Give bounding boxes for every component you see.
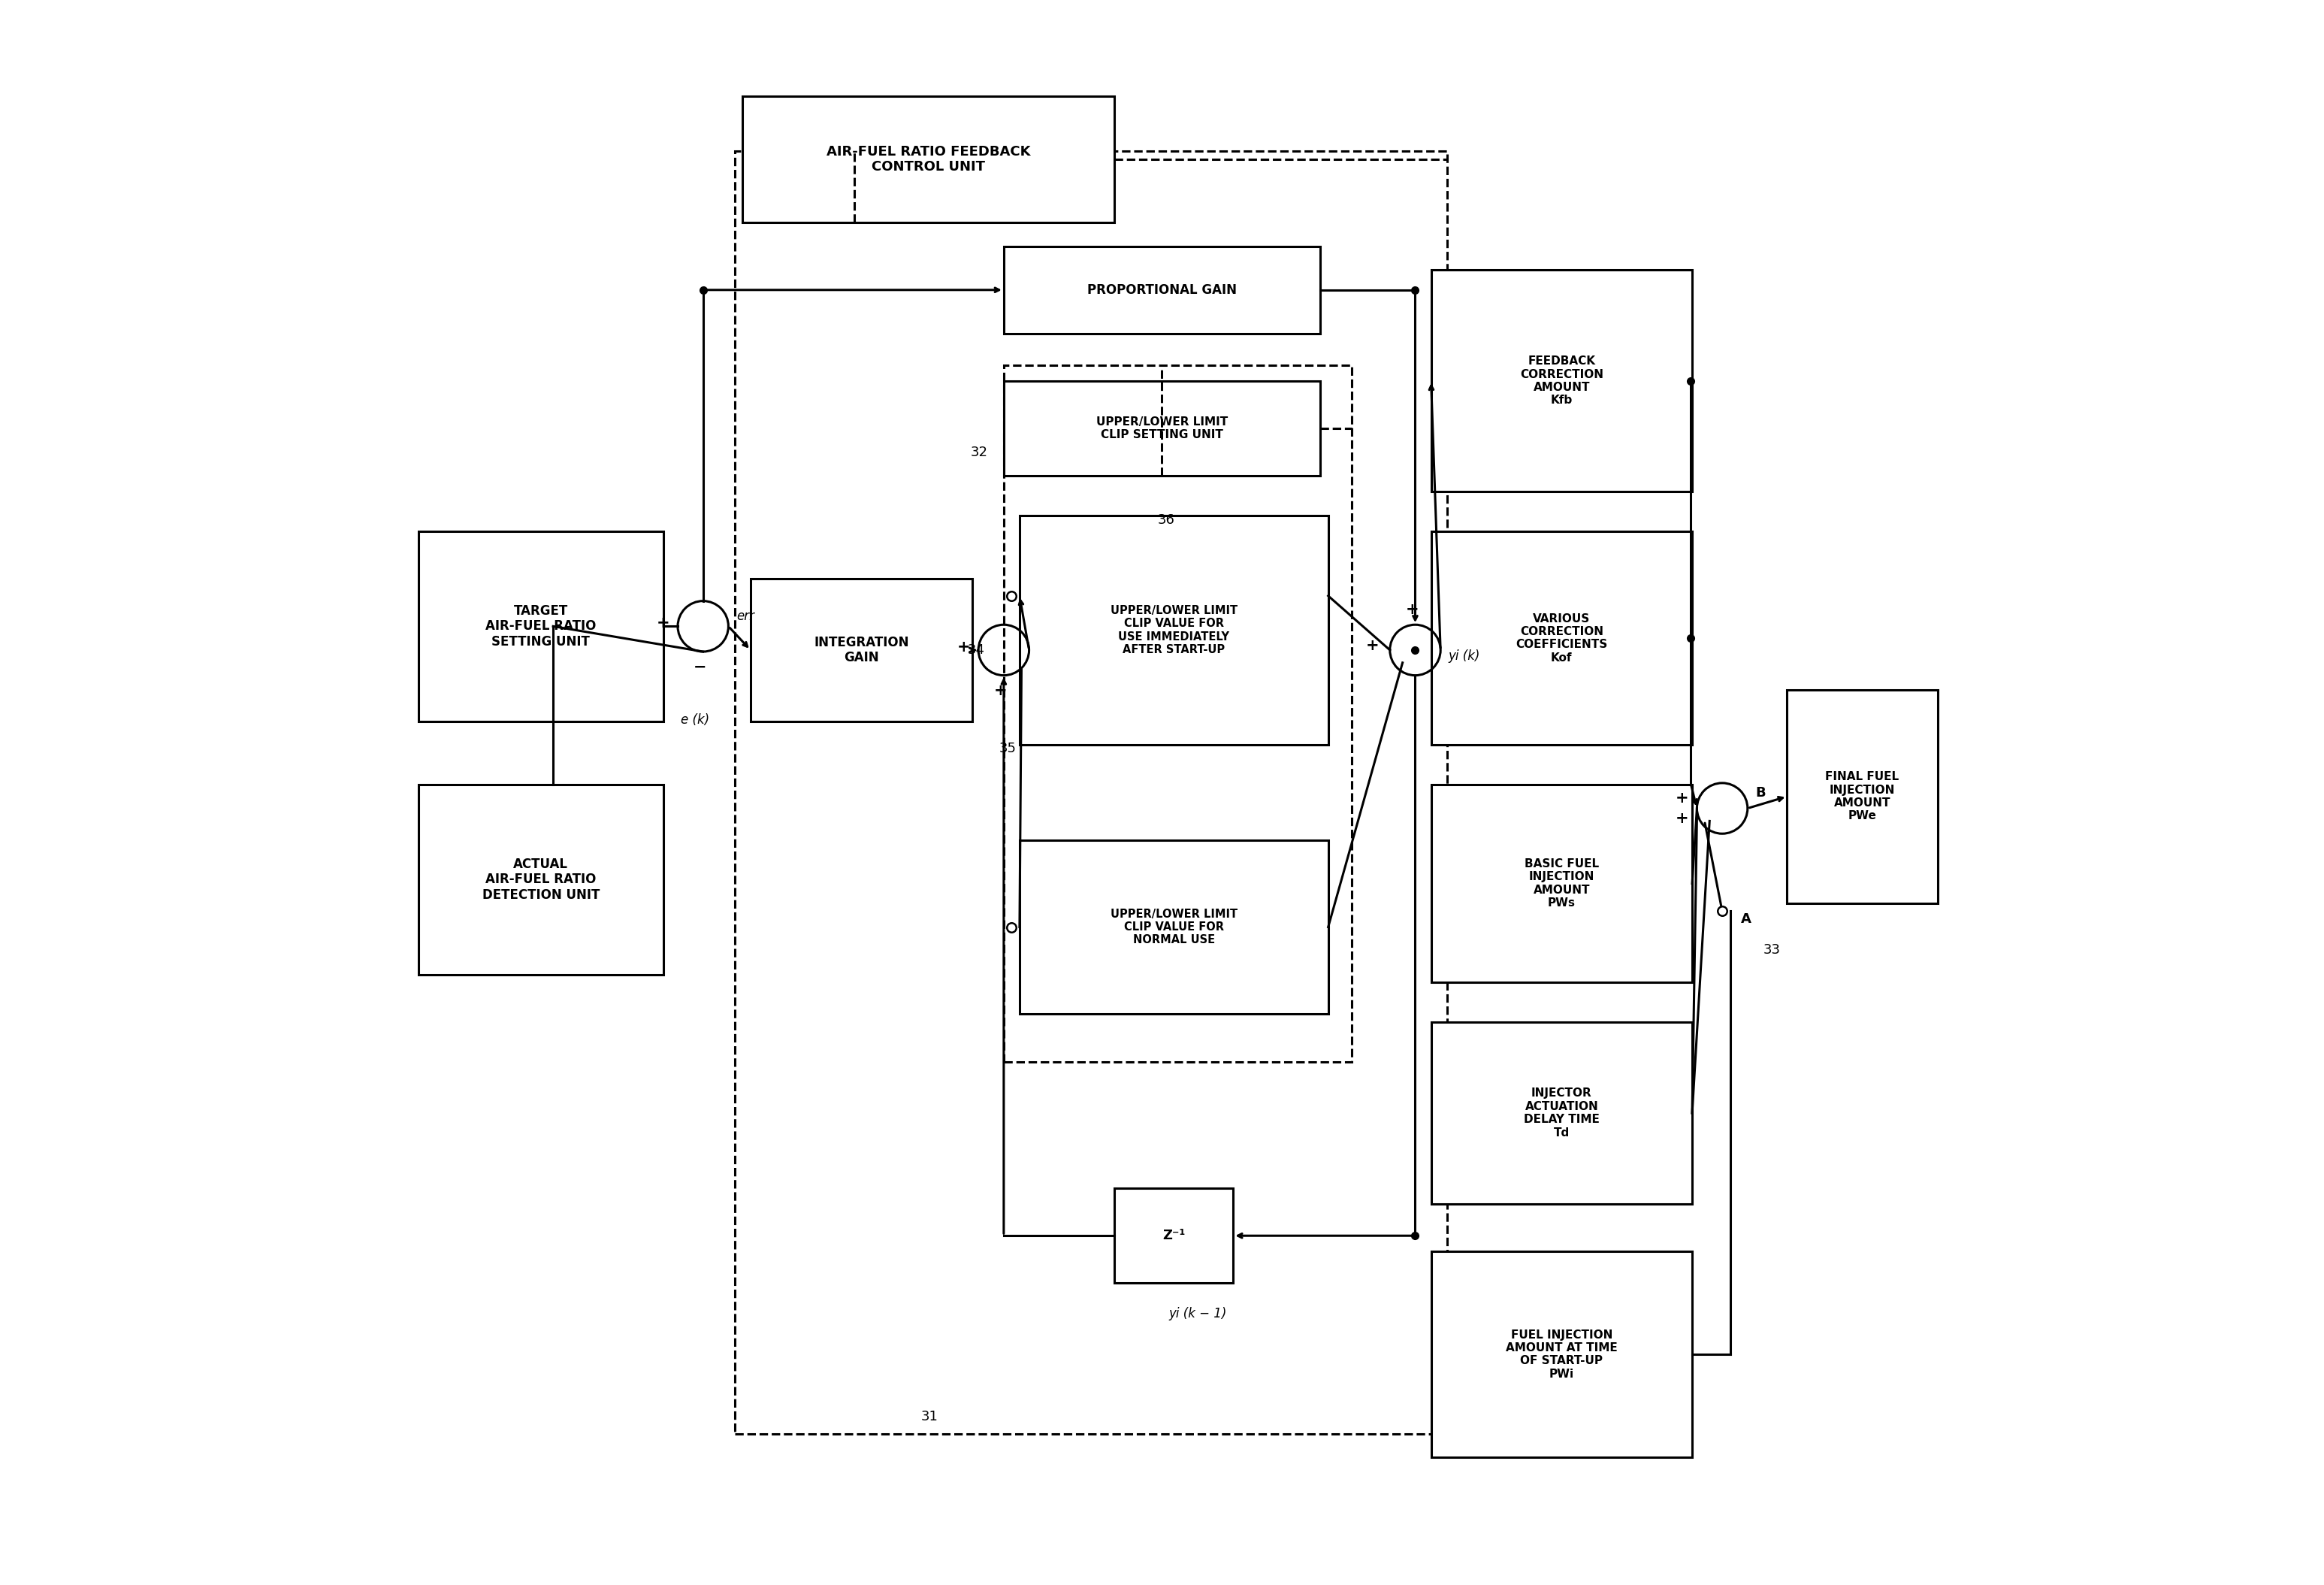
FancyBboxPatch shape (1787, 689, 1938, 903)
Text: yi (k − 1): yi (k − 1) (1169, 1308, 1227, 1320)
FancyBboxPatch shape (1432, 1252, 1692, 1457)
FancyBboxPatch shape (1116, 1189, 1234, 1284)
Text: TARGET
AIR-FUEL RATIO
SETTING UNIT: TARGET AIR-FUEL RATIO SETTING UNIT (486, 604, 597, 648)
Text: FINAL FUEL
INJECTION
AMOUNT
PWe: FINAL FUEL INJECTION AMOUNT PWe (1824, 772, 1899, 821)
Text: INTEGRATION
GAIN: INTEGRATION GAIN (813, 636, 909, 664)
FancyBboxPatch shape (1020, 840, 1329, 1014)
Text: +: + (658, 615, 669, 631)
Text: −: − (693, 659, 706, 675)
Text: 36: 36 (1157, 514, 1174, 526)
Text: AIR-FUEL RATIO FEEDBACK
CONTROL UNIT: AIR-FUEL RATIO FEEDBACK CONTROL UNIT (827, 144, 1030, 174)
FancyBboxPatch shape (1432, 785, 1692, 983)
Text: PROPORTIONAL GAIN: PROPORTIONAL GAIN (1088, 284, 1236, 296)
Text: UPPER/LOWER LIMIT
CLIP VALUE FOR
NORMAL USE: UPPER/LOWER LIMIT CLIP VALUE FOR NORMAL … (1111, 908, 1236, 946)
Text: err: err (737, 609, 755, 623)
Text: yi (k): yi (k) (1448, 650, 1480, 663)
Text: 31: 31 (920, 1409, 939, 1423)
FancyBboxPatch shape (744, 97, 1116, 222)
Text: +: + (1367, 637, 1378, 653)
Text: ACTUAL
AIR-FUEL RATIO
DETECTION UNIT: ACTUAL AIR-FUEL RATIO DETECTION UNIT (481, 857, 600, 902)
FancyBboxPatch shape (1432, 269, 1692, 491)
FancyBboxPatch shape (1020, 515, 1329, 745)
Text: +: + (1676, 812, 1690, 826)
Text: +: + (995, 683, 1006, 699)
Text: 35: 35 (999, 742, 1016, 754)
FancyBboxPatch shape (418, 785, 662, 975)
Text: 32: 32 (971, 445, 988, 460)
FancyBboxPatch shape (1004, 380, 1320, 475)
FancyBboxPatch shape (418, 531, 662, 721)
Text: INJECTOR
ACTUATION
DELAY TIME
Td: INJECTOR ACTUATION DELAY TIME Td (1525, 1087, 1599, 1138)
Text: B: B (1755, 786, 1766, 800)
Text: +: + (957, 639, 971, 655)
Text: VARIOUS
CORRECTION
COEFFICIENTS
Kof: VARIOUS CORRECTION COEFFICIENTS Kof (1515, 613, 1608, 664)
FancyBboxPatch shape (751, 579, 971, 721)
Text: 34: 34 (967, 644, 985, 656)
Text: UPPER/LOWER LIMIT
CLIP VALUE FOR
USE IMMEDIATELY
AFTER START-UP: UPPER/LOWER LIMIT CLIP VALUE FOR USE IMM… (1111, 605, 1236, 656)
Text: BASIC FUEL
INJECTION
AMOUNT
PWs: BASIC FUEL INJECTION AMOUNT PWs (1525, 857, 1599, 908)
FancyBboxPatch shape (1432, 531, 1692, 745)
FancyBboxPatch shape (1004, 246, 1320, 333)
Text: +: + (1406, 602, 1418, 617)
Text: FEEDBACK
CORRECTION
AMOUNT
Kfb: FEEDBACK CORRECTION AMOUNT Kfb (1520, 355, 1604, 406)
Text: 33: 33 (1764, 943, 1780, 956)
FancyBboxPatch shape (1432, 1022, 1692, 1205)
Text: Z⁻¹: Z⁻¹ (1162, 1228, 1185, 1243)
Text: A: A (1741, 913, 1752, 926)
Text: +: + (1676, 791, 1690, 805)
Text: FUEL INJECTION
AMOUNT AT TIME
OF START-UP
PWi: FUEL INJECTION AMOUNT AT TIME OF START-U… (1506, 1330, 1618, 1379)
Text: e (k): e (k) (681, 713, 709, 728)
Text: UPPER/LOWER LIMIT
CLIP SETTING UNIT: UPPER/LOWER LIMIT CLIP SETTING UNIT (1097, 417, 1227, 441)
